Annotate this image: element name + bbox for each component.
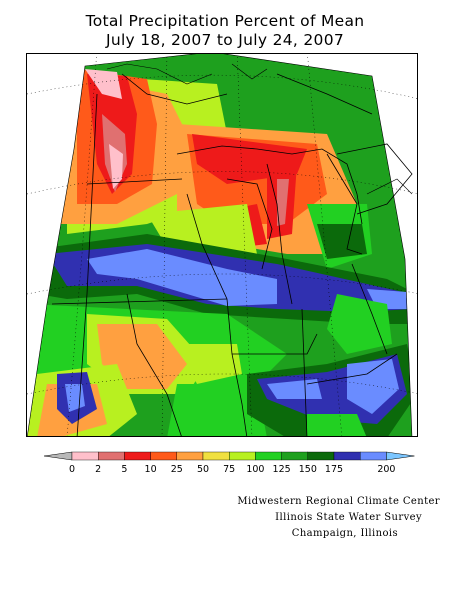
map-canvas (27, 54, 417, 436)
legend-swatch-0 (71, 451, 99, 461)
legend-colorbar (43, 451, 415, 461)
legend-tick-200: 200 (377, 464, 396, 475)
legend-swatch-100 (255, 451, 282, 461)
legend-swatch-25 (176, 451, 204, 461)
legend-swatch-150 (307, 451, 335, 461)
legend-swatch-75 (228, 451, 256, 461)
legend-over-arrow (386, 451, 415, 461)
legend-tick-10: 10 (144, 464, 157, 475)
legend-swatch-200 (360, 451, 387, 461)
credit-location: Champaign, Illinois (291, 528, 398, 539)
lat-lon-grid (27, 54, 417, 436)
legend-swatch-125 (281, 451, 309, 461)
state-boundaries (51, 73, 413, 436)
legend-tick-75: 75 (223, 464, 236, 475)
map-domain-outline (27, 54, 413, 436)
legend-swatch-2 (97, 451, 125, 461)
legend-tick-50: 50 (196, 464, 210, 475)
precipitation-map (26, 53, 418, 437)
map-title: Total Precipitation Percent of Mean (85, 12, 365, 30)
credit-survey: Illinois State Water Survey (275, 512, 422, 523)
map-date-range: July 18, 2007 to July 24, 2007 (105, 31, 345, 49)
precip-color-field (27, 54, 412, 436)
legend-tick-2: 2 (95, 464, 102, 475)
credit-organization: Midwestern Regional Climate Center (237, 496, 440, 507)
legend-swatch-175 (333, 451, 361, 461)
legend-under-arrow (43, 451, 73, 461)
legend-swatch-5 (124, 451, 151, 461)
legend-tick-100: 100 (246, 464, 265, 475)
international-boundary (106, 63, 413, 195)
legend-tick-25: 25 (170, 464, 183, 475)
legend-tick-175: 175 (324, 464, 344, 475)
legend-swatch-10 (150, 451, 178, 461)
legend-swatch-50 (202, 451, 230, 461)
legend-tick-5: 5 (121, 464, 128, 475)
legend-tick-125: 125 (272, 464, 291, 475)
legend-tick-0: 0 (68, 464, 76, 475)
legend-tick-150: 150 (298, 464, 317, 475)
